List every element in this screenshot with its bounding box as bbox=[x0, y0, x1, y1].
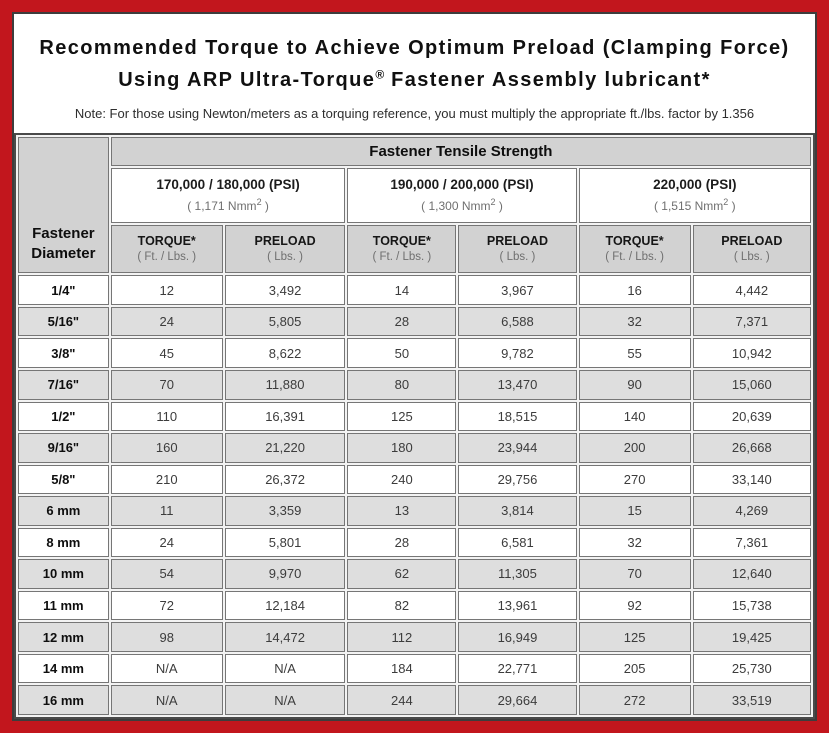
table-row: 11 mm 72 12,184 82 13,961 92 15,738 bbox=[18, 590, 811, 621]
table-row: 14 mm N/A N/A 184 22,771 205 25,730 bbox=[18, 653, 811, 684]
torque-header-1: TORQUE*( Ft. / Lbs. ) bbox=[110, 224, 223, 274]
preload-header-1: PRELOAD( Lbs. ) bbox=[224, 224, 346, 274]
psi-group-190-200: 190,000 / 200,000 (PSI) ( 1,300 Nmm2 ) bbox=[347, 167, 577, 223]
table-row: 7/16" 70 11,880 80 13,470 90 15,060 bbox=[18, 370, 811, 400]
title-line-1: Recommended Torque to Achieve Optimum Pr… bbox=[39, 37, 790, 59]
tensile-strength-header: Fastener Tensile Strength bbox=[110, 137, 811, 166]
psi-group-170-180: 170,000 / 180,000 (PSI) ( 1,171 Nmm2 ) bbox=[110, 167, 346, 223]
psi-group-row: 170,000 / 180,000 (PSI) ( 1,171 Nmm2 ) 1… bbox=[18, 167, 811, 223]
table-row: 10 mm 54 9,970 62 11,305 70 12,640 bbox=[18, 559, 811, 589]
table-row: 8 mm 24 5,801 28 6,581 32 7,361 bbox=[18, 527, 811, 558]
table-row: 1/2" 110 16,391 125 18,515 140 20,639 bbox=[18, 401, 811, 432]
table-row: 16 mm N/A N/A 244 29,664 272 33,519 bbox=[18, 685, 811, 715]
torque-header-3: TORQUE*( Ft. / Lbs. ) bbox=[578, 224, 691, 274]
preload-header-3: PRELOAD( Lbs. ) bbox=[692, 224, 811, 274]
content-panel: Recommended Torque to Achieve Optimum Pr… bbox=[12, 12, 817, 721]
torque-table: Fastener Diameter Fastener Tensile Stren… bbox=[14, 133, 815, 719]
preload-header-2: PRELOAD( Lbs. ) bbox=[458, 224, 577, 274]
table-row: 6 mm 11 3,359 13 3,814 15 4,269 bbox=[18, 496, 811, 526]
table-row: 3/8" 45 8,622 50 9,782 55 10,942 bbox=[18, 338, 811, 368]
table-row: 5/8" 210 26,372 240 29,756 270 33,140 bbox=[18, 464, 811, 495]
torque-header-2: TORQUE*( Ft. / Lbs. ) bbox=[347, 224, 457, 274]
registered-trademark-symbol: ® bbox=[375, 67, 385, 82]
column-header-row: TORQUE*( Ft. / Lbs. ) PRELOAD( Lbs. ) TO… bbox=[18, 224, 811, 274]
tensile-strength-row: Fastener Diameter Fastener Tensile Stren… bbox=[18, 137, 811, 274]
torque-table-container: Fastener Diameter Fastener Tensile Stren… bbox=[14, 133, 815, 719]
note-text: Note: For those using Newton/meters as a… bbox=[74, 106, 755, 121]
psi-group-220: 220,000 (PSI) ( 1,515 Nmm2 ) bbox=[578, 167, 811, 223]
table-row: 12 mm 98 14,472 112 16,949 125 19,425 bbox=[18, 622, 811, 652]
page-title: Recommended Torque to Achieve Optimum Pr… bbox=[14, 32, 815, 96]
table-row: 9/16" 160 21,220 180 23,944 200 26,668 bbox=[18, 433, 811, 463]
table-row: 1/4" 12 3,492 14 3,967 16 4,442 bbox=[18, 275, 811, 305]
table-row: 5/16" 24 5,805 28 6,588 32 7,371 bbox=[18, 306, 811, 337]
title-line-2: Using ARP Ultra-Torque® Fastener Assembl… bbox=[118, 67, 711, 91]
corner-header-fastener-diameter: Fastener Diameter bbox=[18, 137, 109, 274]
